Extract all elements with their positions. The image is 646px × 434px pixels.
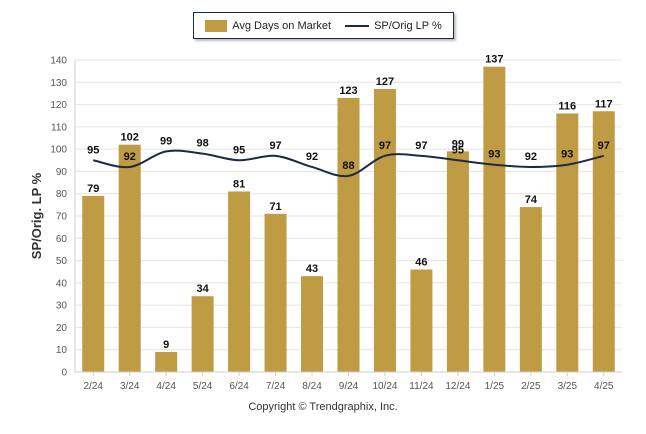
bar bbox=[264, 213, 287, 372]
bar-value-label: 102 bbox=[121, 132, 139, 144]
line-layer bbox=[93, 149, 605, 178]
x-tick-label: 10/24 bbox=[372, 381, 397, 392]
x-tick-label: 2/24 bbox=[83, 381, 103, 392]
bar-value-label: 9 bbox=[163, 339, 169, 351]
bar-value-label: 116 bbox=[558, 100, 576, 112]
y-tick-label: 80 bbox=[56, 189, 68, 200]
x-tick-label: 3/24 bbox=[120, 381, 140, 392]
y-tick-label: 110 bbox=[51, 122, 67, 133]
y-tick-label: 130 bbox=[50, 78, 67, 89]
x-tick-label: 7/24 bbox=[266, 381, 286, 392]
line-value-label: 95 bbox=[233, 144, 245, 156]
x-tick-label: 4/24 bbox=[156, 381, 176, 392]
line-value-label: 92 bbox=[306, 151, 318, 163]
y-tick-label: 120 bbox=[50, 100, 67, 111]
y-tick-label: 0 bbox=[61, 368, 67, 379]
bar bbox=[519, 207, 542, 372]
x-tick-label: 2/25 bbox=[521, 381, 541, 392]
bar bbox=[228, 191, 251, 372]
y-axis-title: SP/Orig. LP % bbox=[29, 172, 44, 259]
line-value-label: 97 bbox=[415, 140, 427, 152]
x-tick-label: 9/24 bbox=[339, 381, 359, 392]
bar bbox=[592, 111, 615, 372]
bar-value-label: 79 bbox=[87, 183, 99, 195]
bar-value-label: 46 bbox=[415, 256, 427, 268]
bar-value-label: 127 bbox=[376, 76, 394, 88]
x-tick-label: 11/24 bbox=[409, 381, 434, 392]
line-value-label: 92 bbox=[525, 151, 537, 163]
bar-value-label: 81 bbox=[233, 178, 245, 190]
y-tick-label: 100 bbox=[50, 145, 67, 156]
y-tick-label: 140 bbox=[50, 56, 67, 67]
bar-value-label: 43 bbox=[306, 263, 318, 275]
bar-value-label: 99 bbox=[452, 138, 464, 150]
bar bbox=[483, 66, 506, 372]
line-value-label: 98 bbox=[197, 138, 209, 150]
bar-value-label: 123 bbox=[339, 85, 357, 97]
legend-label-bar: Avg Days on Market bbox=[232, 19, 332, 32]
bar bbox=[446, 151, 469, 372]
copyright-text: Copyright © Trendgraphix, Inc. bbox=[248, 401, 398, 413]
y-tick-label: 50 bbox=[56, 256, 68, 267]
x-tick-label: 1/25 bbox=[485, 381, 505, 392]
bar bbox=[191, 296, 214, 372]
legend-item-line: SP/Orig LP % bbox=[345, 20, 442, 32]
x-tick-label: 12/24 bbox=[445, 381, 470, 392]
y-tick-label: 70 bbox=[56, 212, 68, 223]
y-tick-label: 20 bbox=[56, 323, 68, 334]
legend-swatch-line bbox=[345, 24, 370, 27]
bar bbox=[82, 195, 105, 372]
axis-layer: 0 10 20 30 40 50 60 70 80 90 100 110 120 130 140 SP/Ori… bbox=[29, 56, 622, 392]
y-tick-label: 30 bbox=[56, 301, 68, 312]
bar bbox=[556, 113, 579, 372]
x-tick-label: 3/25 bbox=[558, 381, 578, 392]
label-layer: 79 102 9 34 81 71 43 123 127 46 99 137 74 116 117 95 92 9… bbox=[87, 54, 613, 351]
line-series-path bbox=[93, 149, 605, 178]
bar bbox=[337, 97, 360, 372]
bar-layer bbox=[82, 66, 615, 372]
line-value-label: 88 bbox=[342, 160, 354, 172]
line-value-label: 97 bbox=[269, 140, 281, 152]
line-value-label: 93 bbox=[488, 149, 500, 161]
bar-value-label: 34 bbox=[197, 283, 210, 295]
line-value-label: 99 bbox=[160, 135, 172, 147]
x-tick-label: 8/24 bbox=[302, 381, 322, 392]
bar bbox=[373, 88, 396, 372]
legend-label-line: SP/Orig LP % bbox=[374, 19, 442, 32]
line-value-label: 95 bbox=[87, 144, 99, 156]
line-value-label: 95 bbox=[452, 144, 464, 156]
x-tick-label: 6/24 bbox=[229, 381, 249, 392]
y-tick-label: 10 bbox=[56, 345, 68, 356]
line-value-label: 97 bbox=[598, 140, 610, 152]
bar bbox=[118, 144, 141, 372]
y-tick-label: 40 bbox=[56, 278, 68, 289]
legend: Avg Days on Market SP/Orig LP % bbox=[193, 12, 454, 39]
bar bbox=[301, 276, 324, 372]
line-value-label: 97 bbox=[379, 140, 391, 152]
x-tick-label: 4/25 bbox=[594, 381, 614, 392]
line-value-label: 92 bbox=[124, 151, 136, 163]
line-value-label: 93 bbox=[561, 149, 573, 161]
bar-value-label: 137 bbox=[485, 54, 503, 66]
bar-value-label: 71 bbox=[269, 201, 281, 213]
bar bbox=[155, 351, 178, 372]
bar-value-label: 117 bbox=[595, 98, 613, 110]
legend-item-bar: Avg Days on Market bbox=[205, 19, 332, 32]
y-tick-label: 90 bbox=[56, 167, 68, 178]
bar-value-label: 74 bbox=[525, 194, 538, 206]
bar bbox=[410, 269, 433, 372]
x-tick-label: 5/24 bbox=[193, 381, 213, 392]
legend-swatch-bar bbox=[205, 19, 228, 32]
y-tick-label: 60 bbox=[56, 234, 68, 245]
